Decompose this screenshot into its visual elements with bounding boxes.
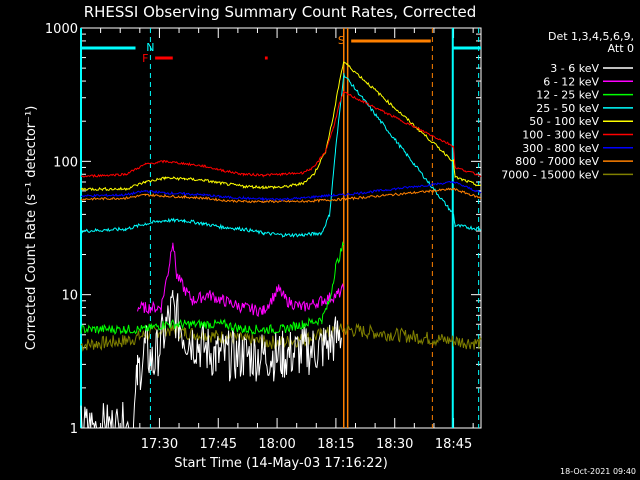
legend-label: 25 - 50 keV [536,102,599,115]
legend-label: 800 - 7000 keV [515,155,599,168]
legend-title-line-2: Att 0 [608,42,634,55]
series-line [80,90,345,178]
series-line [343,187,482,201]
legend-label: 7000 - 15000 keV [501,168,599,181]
legend-label: 100 - 300 keV [522,129,599,142]
timestamp: 18-Oct-2021 09:40 [560,467,636,476]
y-tick-label: 10 [61,289,78,304]
series-line [80,61,345,192]
x-axis-label: Start Time (14-May-03 17:16:22) [174,456,388,471]
series-line [343,61,482,187]
series-line [343,180,482,197]
y-tick-label: 1 [70,422,78,437]
y-tick-label: 100 [53,155,78,170]
legend-label: 300 - 800 keV [522,142,599,155]
legend-label: 6 - 12 keV [543,75,599,88]
series-line [80,290,342,429]
series-line [80,322,344,352]
series-line [343,90,482,178]
y-axis-label: Corrected Count Rate (s⁻¹ detector⁻¹) [24,106,39,351]
interval-label: F [142,52,148,65]
legend-label: 50 - 100 keV [529,115,599,128]
x-tick-label: 18:45 [435,437,472,452]
series-line [343,322,482,350]
series-line [80,241,345,336]
series-line [137,242,345,318]
series-line [80,189,345,202]
interval-label: N [146,41,154,54]
legend-label: 3 - 6 keV [550,62,599,75]
series-line [80,75,345,238]
x-tick-label: 17:30 [141,437,178,452]
legend-label: 12 - 25 keV [536,89,599,102]
interval-label: S [338,34,345,47]
legend-title-line-1: Det 1,3,4,5,6,9, [548,30,634,43]
x-tick-label: 17:45 [200,437,237,452]
series-line [343,72,482,231]
x-tick-label: 18:15 [317,437,354,452]
x-tick-label: 18:30 [376,437,413,452]
series-line [80,193,345,204]
chart-title: RHESSI Observing Summary Count Rates, Co… [84,3,477,21]
y-tick-label: 1000 [45,22,78,37]
x-tick-label: 18:00 [258,437,295,452]
